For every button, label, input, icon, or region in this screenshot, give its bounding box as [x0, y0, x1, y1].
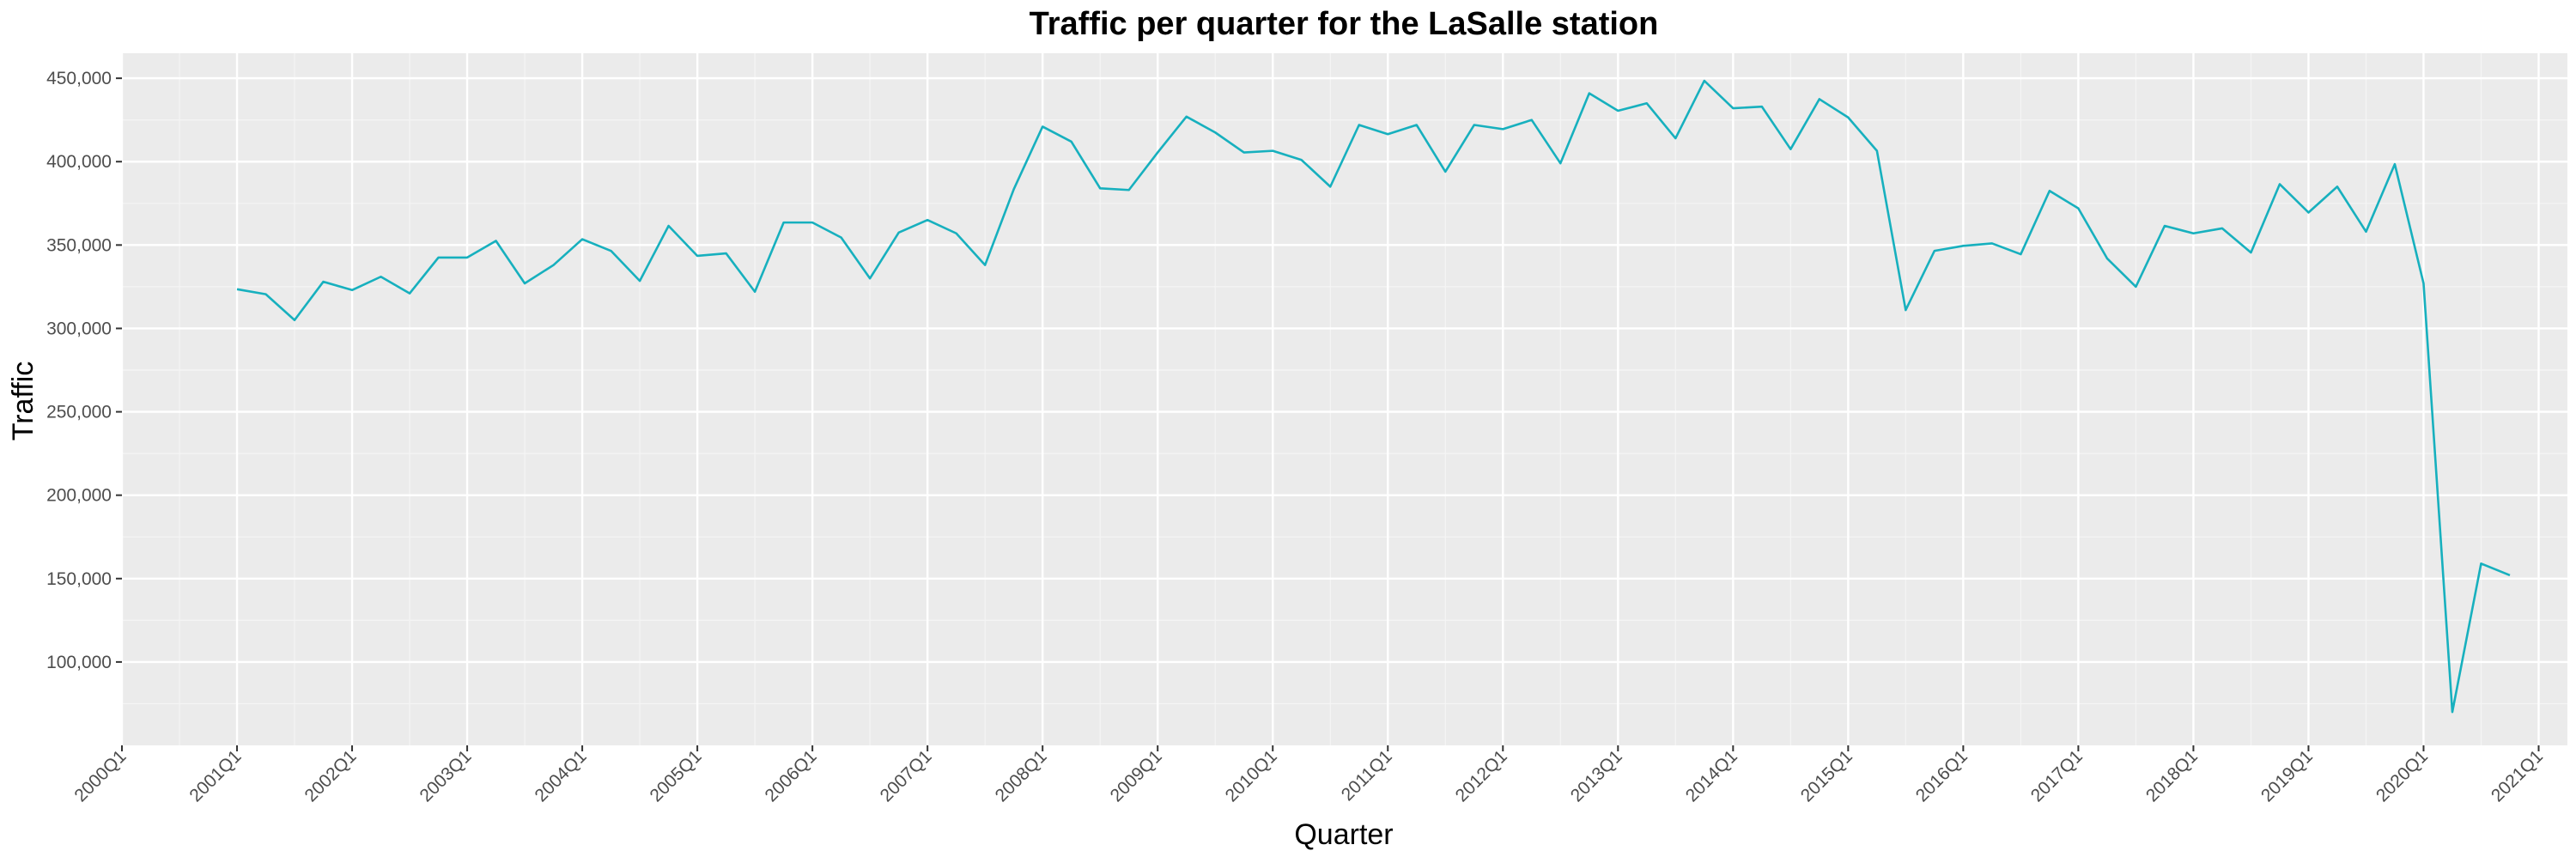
traffic-line [236, 79, 2511, 714]
y-tick-label: 150,000 [46, 569, 112, 589]
y-tick-label: 250,000 [46, 403, 112, 422]
x-tick-label: 2008Q1 [992, 746, 1051, 805]
x-tick-label: 2015Q1 [1797, 746, 1856, 805]
chart-title: Traffic per quarter for the LaSalle stat… [1030, 6, 1659, 42]
x-tick-label: 2018Q1 [2142, 746, 2202, 805]
y-tick-label: 450,000 [46, 69, 112, 88]
x-tick-label: 2011Q1 [1338, 746, 1396, 805]
x-tick-label: 2013Q1 [1567, 746, 1626, 805]
x-axis-title: Quarter [1294, 818, 1393, 851]
x-tick-label: 2001Q1 [185, 746, 245, 805]
x-tick-label: 2009Q1 [1107, 746, 1166, 805]
y-tick-label: 200,000 [46, 486, 112, 506]
y-tick-label: 300,000 [46, 319, 112, 338]
major-gridlines [120, 53, 2567, 745]
y-tick-label: 350,000 [46, 235, 112, 255]
x-tick-label: 2017Q1 [2027, 746, 2087, 805]
y-tick-label: 400,000 [46, 152, 112, 172]
x-tick-label: 2003Q1 [416, 746, 475, 805]
y-tick-label: 100,000 [46, 653, 112, 672]
x-tick-label: 2021Q1 [2488, 746, 2547, 805]
x-tick-label: 2000Q1 [70, 746, 130, 805]
y-axis-title: Traffic [7, 362, 39, 441]
x-axis: 2000Q1 2001Q1 2002Q1 2003Q1 2004Q1 2005Q1 2006… [70, 745, 2547, 805]
x-tick-label: 2014Q1 [1682, 746, 1741, 805]
plot-panel [122, 53, 2567, 745]
x-tick-label: 2002Q1 [301, 746, 360, 805]
x-tick-label: 2004Q1 [532, 746, 591, 805]
x-tick-label: 2016Q1 [1912, 746, 1971, 805]
minor-gridlines [122, 53, 2567, 745]
x-tick-label: 2019Q1 [2257, 746, 2317, 805]
x-tick-label: 2007Q1 [877, 746, 936, 805]
x-tick-label: 2005Q1 [647, 746, 706, 805]
x-tick-label: 2006Q1 [762, 746, 821, 805]
x-tick-label: 2020Q1 [2372, 746, 2432, 805]
x-tick-label: 2010Q1 [1222, 746, 1281, 805]
y-axis: 100,000 150,000 200,000 250,000 300,000 350,0… [46, 69, 122, 672]
x-tick-label: 2012Q1 [1452, 746, 1511, 805]
